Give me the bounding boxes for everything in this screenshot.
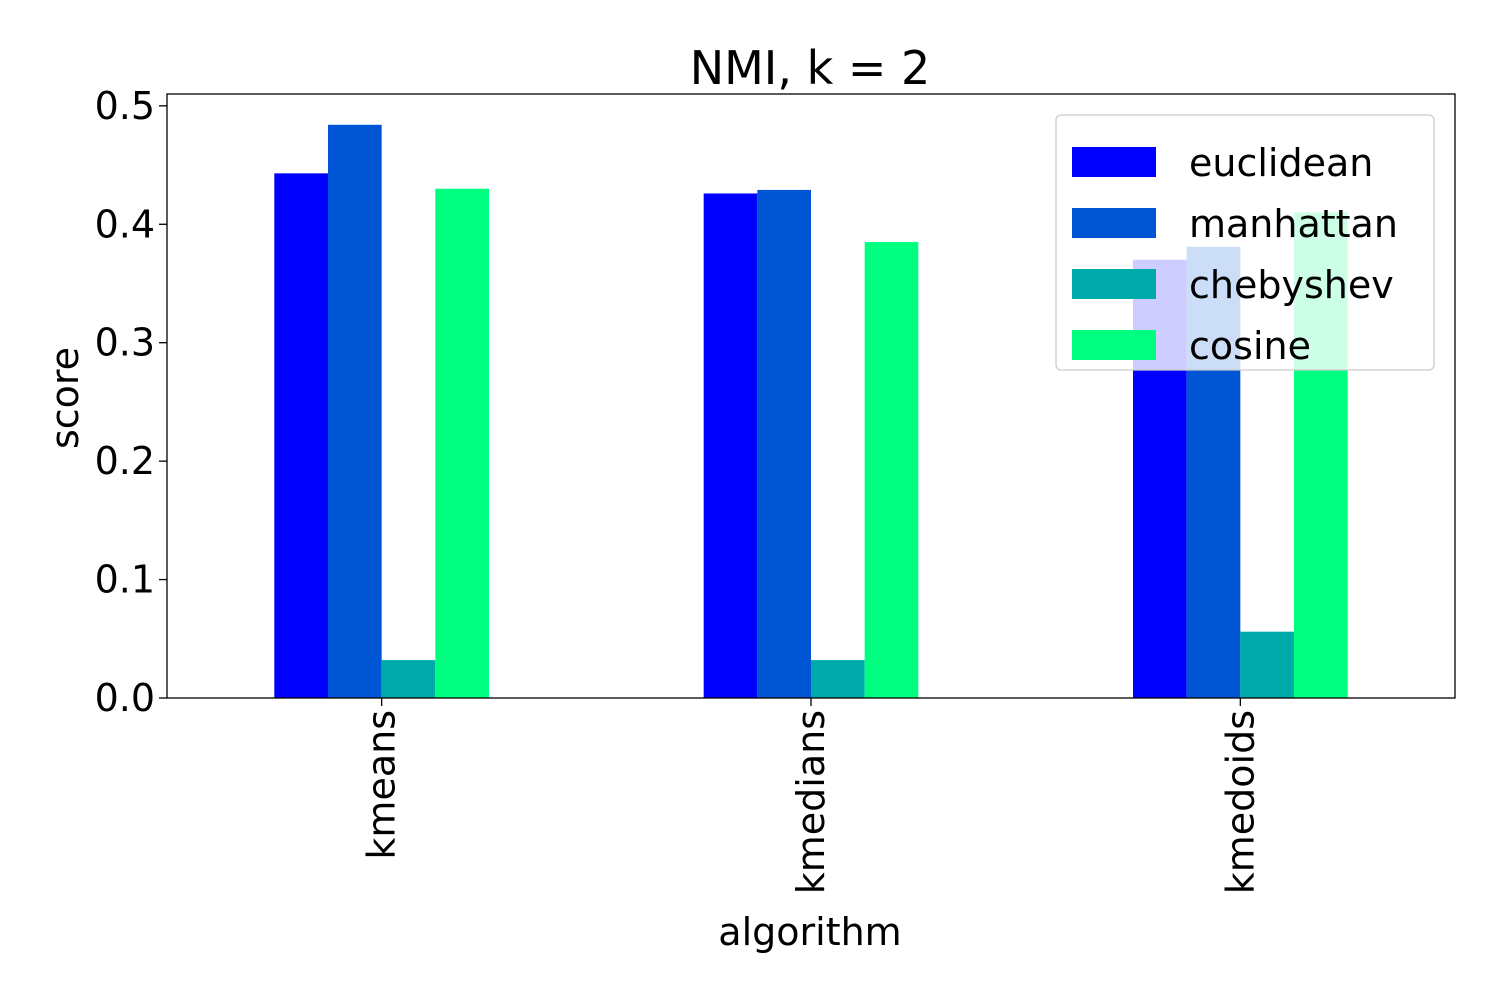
y-axis: 0.0 0.1 0.2 0.3 0.4 0.5 (95, 84, 167, 720)
y-tick-label: 0.4 (95, 202, 155, 246)
bar-manhattan-kmeans (328, 124, 382, 699)
x-tick-label-kmedoids: kmedoids (1218, 710, 1262, 894)
legend-box (1055, 114, 1435, 371)
y-axis-label: score (43, 347, 87, 449)
bar-chebyshev-kmeans (381, 660, 436, 698)
x-axis: kmeans kmedians kmedoids (360, 698, 1262, 894)
legend-label-cosine: cosine (1189, 324, 1311, 368)
bar-chebyshev-kmedians (811, 660, 865, 698)
y-tick-label: 0.5 (95, 84, 155, 128)
y-tick-label: 0.3 (95, 321, 155, 365)
y-tick-label: 0.2 (95, 439, 155, 483)
bars-group (274, 124, 1348, 699)
legend-swatch-manhattan (1072, 208, 1156, 238)
bar-cosine-kmedians (864, 242, 919, 699)
x-axis-label: algorithm (718, 910, 901, 954)
y-tick-label: 0.0 (95, 676, 155, 720)
legend-swatch-euclidean (1072, 147, 1156, 177)
x-tick-label-kmedians: kmedians (789, 710, 833, 894)
legend-label-chebyshev: chebyshev (1189, 263, 1394, 307)
x-tick-label-kmeans: kmeans (360, 710, 404, 860)
y-tick-label: 0.1 (95, 558, 155, 602)
legend-swatch-cosine (1072, 330, 1156, 360)
bar-cosine-kmeans (435, 188, 489, 698)
bar-chebyshev-kmedoids (1240, 631, 1294, 698)
bar-euclidean-kmeans (274, 173, 328, 699)
bar-euclidean-kmedians (703, 193, 758, 699)
chart-title: NMI, k = 2 (690, 41, 931, 95)
legend-label-euclidean: euclidean (1189, 141, 1373, 185)
legend-swatch-chebyshev (1072, 269, 1156, 299)
legend-label-manhattan: manhattan (1189, 202, 1398, 246)
legend: euclidean manhattan chebyshev cosine (1055, 114, 1435, 371)
bar-manhattan-kmedians (757, 189, 811, 698)
